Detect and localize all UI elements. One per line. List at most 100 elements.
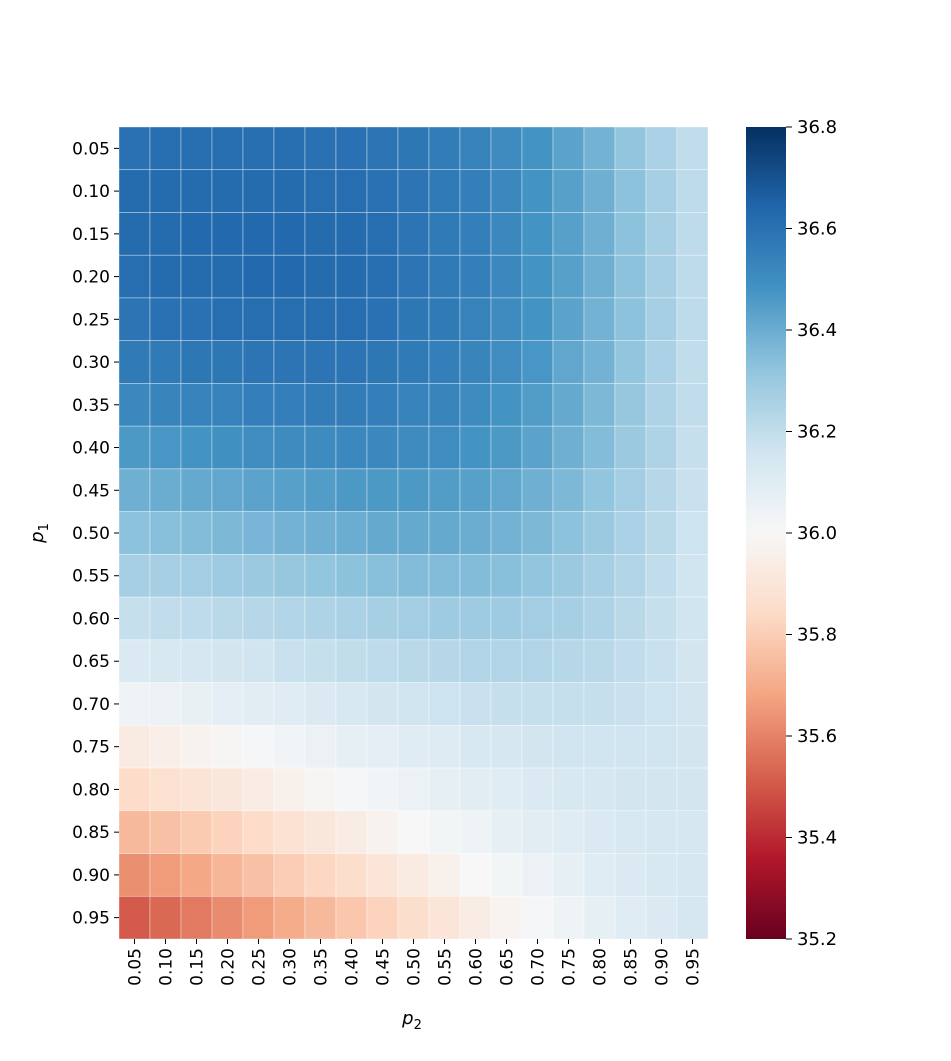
heatmap-cell	[676, 169, 709, 213]
heatmap-cell	[211, 810, 244, 854]
heatmap-cell	[180, 810, 213, 854]
heatmap-cell	[490, 383, 523, 427]
heatmap-cell	[180, 554, 213, 598]
heatmap-cell	[676, 853, 709, 897]
heatmap-cell	[149, 511, 182, 555]
heatmap-cell	[583, 725, 616, 769]
x-tick-label: 0.25	[250, 948, 270, 986]
heatmap-cell	[552, 511, 585, 555]
heatmap-cell	[645, 554, 678, 598]
heatmap-cell	[397, 340, 430, 384]
heatmap-cell	[428, 254, 461, 299]
heatmap-cell	[614, 212, 647, 256]
heatmap-cell	[335, 725, 368, 769]
x-tick-label: 0.90	[653, 948, 673, 986]
heatmap-cell	[180, 725, 213, 769]
heatmap-cell	[242, 126, 275, 171]
heatmap-cell	[366, 340, 399, 384]
colorbar-tick-label: 35.4	[797, 828, 837, 849]
heatmap-cell	[614, 468, 647, 512]
heatmap-cell	[521, 853, 554, 897]
heatmap-cell	[118, 511, 151, 555]
heatmap-cell	[645, 725, 678, 769]
heatmap-cell	[645, 682, 678, 726]
heatmap-cell	[211, 340, 244, 384]
heatmap-cell	[397, 810, 430, 854]
heatmap-cell	[583, 596, 616, 641]
heatmap-cell	[676, 511, 709, 555]
heatmap-cell	[397, 169, 430, 213]
heatmap-cell	[397, 596, 430, 641]
heatmap-cell	[428, 297, 461, 341]
heatmap-cell	[614, 297, 647, 341]
heatmap-cell	[304, 340, 337, 384]
heatmap-cell	[552, 554, 585, 598]
heatmap-cell	[211, 596, 244, 641]
heatmap-cell	[304, 554, 337, 598]
heatmap-cell	[149, 126, 182, 171]
heatmap-cell	[335, 853, 368, 897]
heatmap-cell	[366, 425, 399, 470]
heatmap-cell	[583, 853, 616, 897]
heatmap-cell	[149, 767, 182, 812]
heatmap-cell	[521, 682, 554, 726]
heatmap-cell	[335, 297, 368, 341]
heatmap-cell	[211, 767, 244, 812]
y-tick-label: 0.85	[72, 823, 110, 843]
colorbar: 35.2 35.4 35.6 35.8 36.0 36.2 36.4 36.6 36.8	[746, 117, 837, 950]
heatmap-cell	[645, 895, 678, 940]
heatmap-cell	[645, 596, 678, 641]
y-tick-label: 0.65	[72, 652, 110, 672]
heatmap-cell	[614, 596, 647, 641]
heatmap-cell	[304, 383, 337, 427]
heatmap-cell	[366, 767, 399, 812]
heatmap-cell	[211, 212, 244, 256]
heatmap-cell	[118, 554, 151, 598]
heatmap-cell	[552, 895, 585, 940]
heatmap-cell	[521, 383, 554, 427]
heatmap-cell	[645, 511, 678, 555]
y-tick-label: 0.20	[72, 268, 110, 288]
colorbar-tick-label: 36.0	[797, 523, 837, 544]
heatmap-cell	[335, 126, 368, 171]
y-tick-label: 0.90	[72, 866, 110, 886]
heatmap-cell	[459, 639, 492, 683]
heatmap-cell	[242, 554, 275, 598]
heatmap-cell	[149, 425, 182, 470]
heatmap-cell	[118, 126, 151, 171]
heatmap-cell	[118, 810, 151, 854]
x-tick-label: 0.85	[622, 948, 642, 986]
y-tick-label: 0.15	[72, 225, 110, 245]
heatmap-cell	[583, 169, 616, 213]
x-tick-label: 0.75	[560, 948, 580, 986]
heatmap-cell	[118, 340, 151, 384]
heatmap-cell	[583, 126, 616, 171]
heatmap-cell	[676, 596, 709, 641]
heatmap-cell	[490, 895, 523, 940]
heatmap-cell	[552, 383, 585, 427]
heatmap-cell	[397, 212, 430, 256]
heatmap-cell	[366, 511, 399, 555]
heatmap-cell	[242, 383, 275, 427]
heatmap-cell	[211, 126, 244, 171]
heatmap-cell	[614, 682, 647, 726]
heatmap-cell	[676, 767, 709, 812]
heatmap-cell	[552, 126, 585, 171]
heatmap-cell	[242, 254, 275, 299]
heatmap-cell	[645, 639, 678, 683]
x-tick-label: 0.30	[281, 948, 301, 986]
heatmap-cell	[521, 725, 554, 769]
colorbar-tick-label: 35.8	[797, 625, 837, 646]
heatmap-cell	[490, 254, 523, 299]
heatmap-cell	[211, 383, 244, 427]
heatmap-cell	[366, 725, 399, 769]
x-tick-label: 0.80	[591, 948, 611, 986]
heatmap-cell	[211, 682, 244, 726]
heatmap-cell	[676, 383, 709, 427]
heatmap-cell	[242, 212, 275, 256]
heatmap-cell	[180, 596, 213, 641]
heatmap-cell	[242, 340, 275, 384]
heatmap-cell	[614, 554, 647, 598]
heatmap-cell	[459, 810, 492, 854]
heatmap-cell	[118, 297, 151, 341]
